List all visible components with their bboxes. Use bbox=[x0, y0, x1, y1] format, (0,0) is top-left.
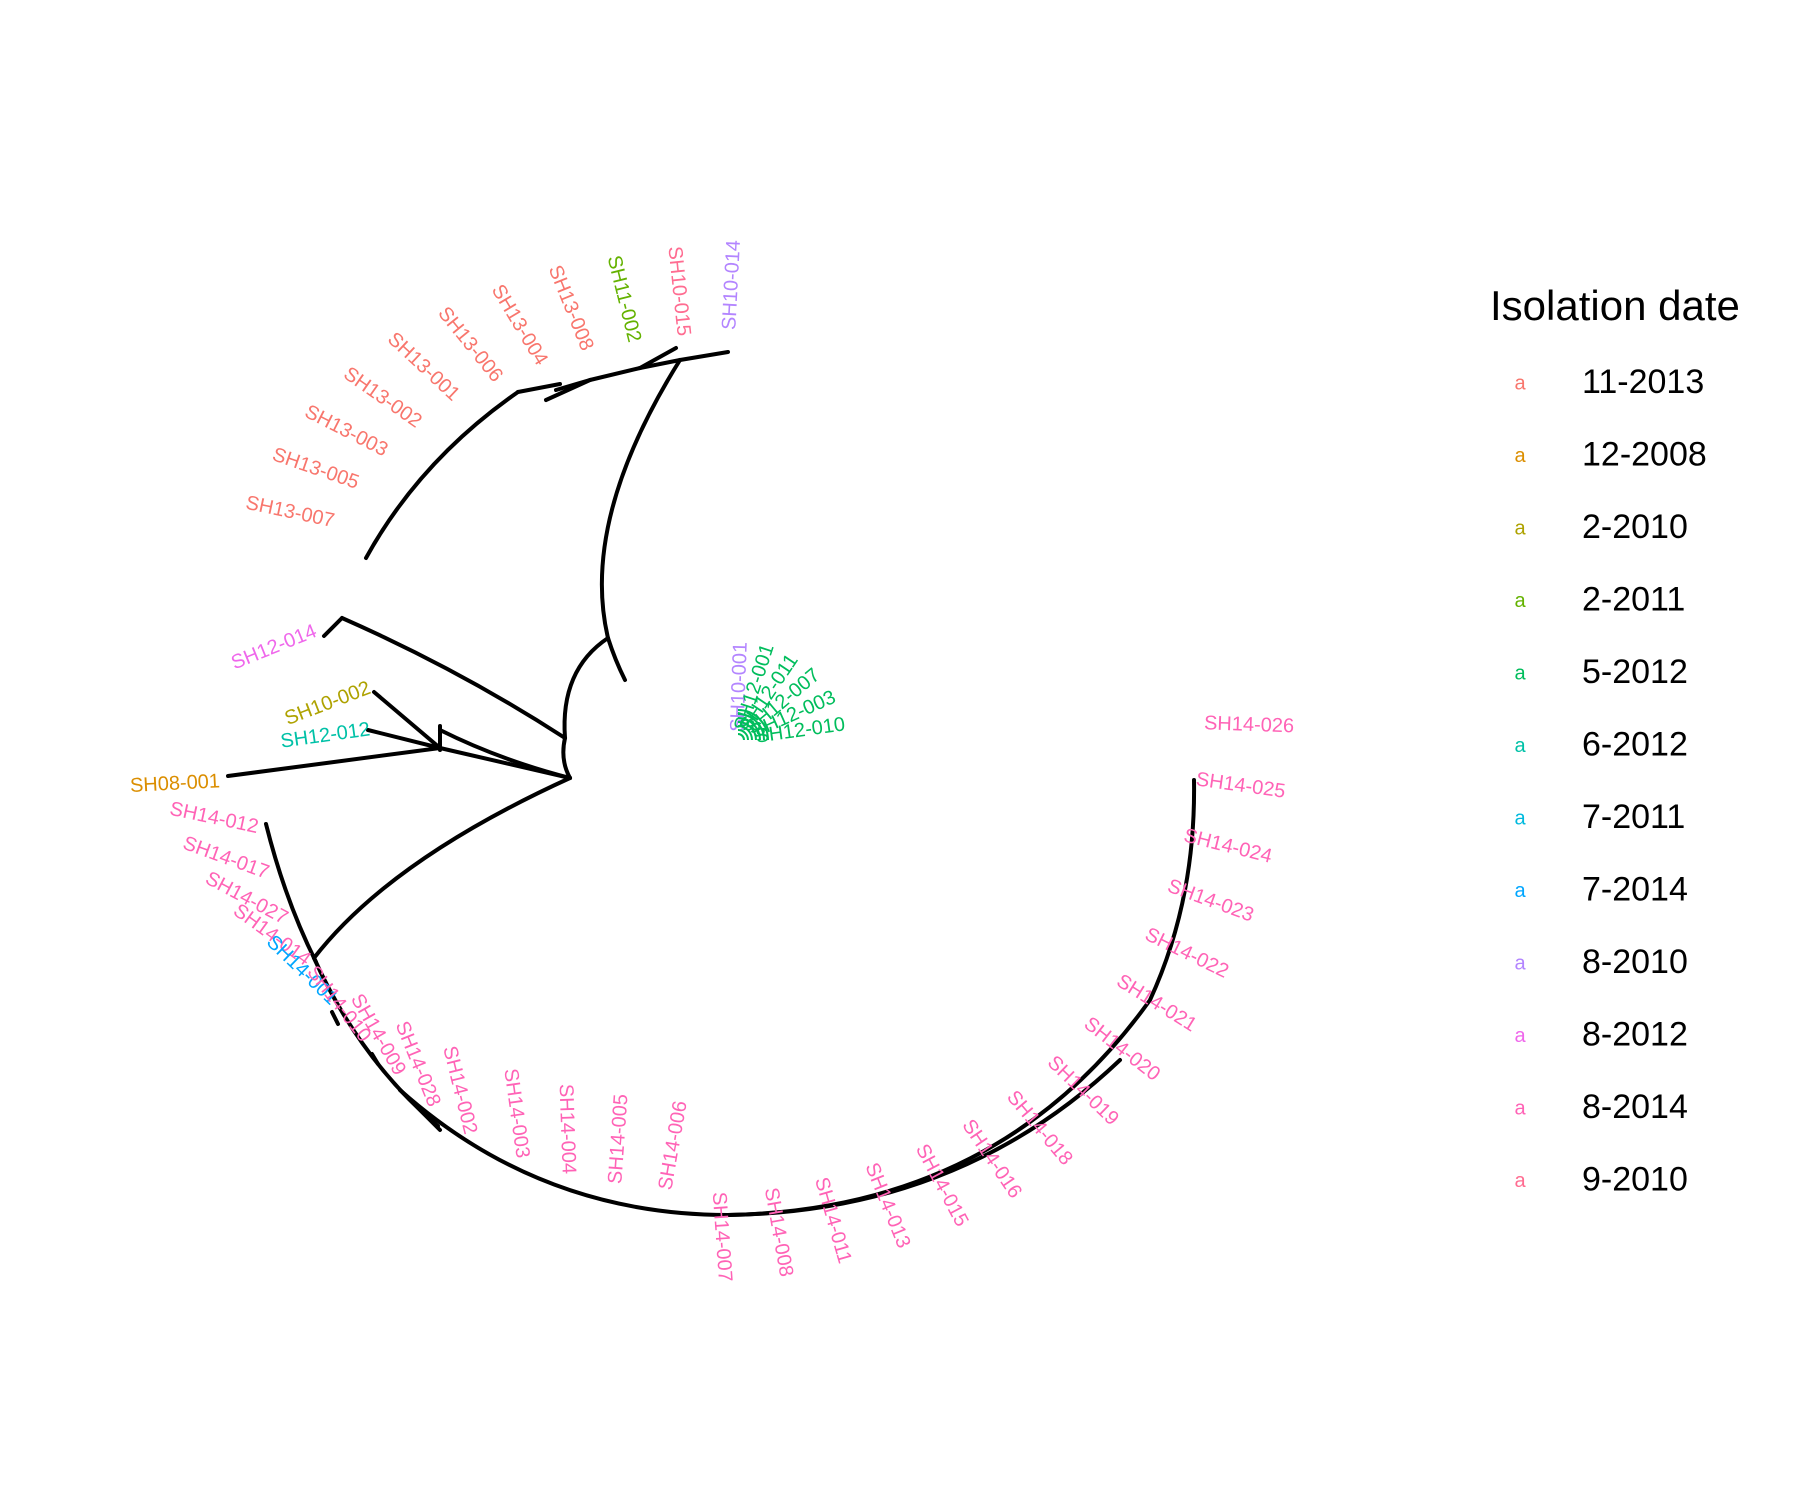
branch bbox=[312, 776, 572, 960]
tip-label: SH14-024 bbox=[1182, 825, 1275, 868]
legend-key: a bbox=[1514, 1097, 1526, 1119]
collapsed-cluster: SH10-001SH12-001SH12-011SH12-007SH12-003… bbox=[727, 641, 847, 747]
legend-label: 8-2014 bbox=[1582, 1088, 1688, 1126]
legend-label: 8-2012 bbox=[1582, 1015, 1688, 1053]
tip-label: SH14-008 bbox=[760, 1186, 797, 1279]
legend-label: 2-2011 bbox=[1582, 580, 1685, 618]
cluster-arc bbox=[737, 721, 757, 741]
legend-label: 2-2010 bbox=[1582, 508, 1688, 546]
branch bbox=[398, 778, 1197, 1218]
tip-label: SH14-005 bbox=[604, 1093, 632, 1184]
legend-key: a bbox=[1514, 735, 1526, 757]
tip-label: SH08-001 bbox=[129, 770, 220, 797]
legend-label: 6-2012 bbox=[1582, 725, 1688, 763]
tip-label: SH11-002 bbox=[603, 253, 646, 344]
legend-key: a bbox=[1514, 590, 1526, 612]
branch bbox=[330, 1010, 340, 1026]
tip-label: SH13-004 bbox=[487, 281, 552, 370]
branch bbox=[588, 366, 642, 382]
tip-label: SH10-014 bbox=[718, 239, 745, 330]
tip-label: SH12-014 bbox=[228, 620, 320, 674]
cluster-arc bbox=[737, 709, 769, 741]
legend-key: a bbox=[1514, 662, 1526, 684]
branch bbox=[544, 378, 592, 402]
legend-key: a bbox=[1514, 1025, 1526, 1047]
branch bbox=[726, 1058, 1122, 1217]
tip-label: SH14-025 bbox=[1195, 768, 1287, 802]
cluster-arc bbox=[737, 725, 753, 741]
branch bbox=[599, 358, 682, 640]
tip-label: SH14-013 bbox=[860, 1160, 914, 1252]
legend: Isolation date a 11-2013 a 12-2008 a 2-2010 a 2… bbox=[1490, 282, 1740, 1198]
legend-key: a bbox=[1514, 517, 1526, 539]
legend-key: a bbox=[1514, 952, 1526, 974]
legend-key: a bbox=[1514, 880, 1526, 902]
branch bbox=[364, 390, 520, 560]
tip-label: SH13-005 bbox=[269, 444, 361, 494]
tip-label: SH14-015 bbox=[911, 1140, 973, 1230]
cluster-arc bbox=[737, 733, 745, 741]
cluster-arc bbox=[737, 729, 749, 741]
tip-labels: SH10-014 SH10-015 SH11-002SH13-008SH13-004… bbox=[129, 239, 1294, 1282]
tip-label: SH14-022 bbox=[1141, 923, 1232, 982]
branch bbox=[370, 1052, 380, 1066]
legend-label: 7-2011 bbox=[1582, 798, 1685, 836]
tip-label: SH14-020 bbox=[1080, 1013, 1165, 1086]
branch bbox=[366, 728, 442, 750]
branch bbox=[678, 350, 730, 362]
legend-label: 7-2014 bbox=[1582, 870, 1688, 908]
legend-label: 8-2010 bbox=[1582, 943, 1688, 981]
tip-label: SH14-004 bbox=[555, 1084, 580, 1175]
branch bbox=[372, 690, 442, 750]
legend-key: a bbox=[1514, 445, 1526, 467]
branch bbox=[516, 382, 562, 394]
legend-key: a bbox=[1514, 372, 1526, 394]
branch bbox=[322, 616, 344, 638]
tip-label: SH14-011 bbox=[810, 1175, 856, 1266]
legend-label: 11-2013 bbox=[1582, 363, 1704, 401]
tip-label: SH14-019 bbox=[1043, 1052, 1123, 1130]
tip-label: SH14-018 bbox=[1002, 1086, 1077, 1169]
legend-key: a bbox=[1514, 807, 1526, 829]
tip-label: SH13-007 bbox=[244, 492, 337, 532]
legend-label: 12-2008 bbox=[1582, 435, 1707, 473]
legend-title: Isolation date bbox=[1490, 282, 1740, 329]
branch bbox=[638, 358, 682, 370]
branch bbox=[638, 346, 678, 370]
branch bbox=[438, 728, 572, 780]
tree-branches bbox=[226, 346, 1197, 1218]
branch bbox=[264, 822, 318, 964]
legend-label: 5-2012 bbox=[1582, 653, 1688, 691]
cluster-arc bbox=[737, 717, 761, 741]
tip-label: SH14-006 bbox=[654, 1099, 691, 1192]
branch bbox=[606, 636, 627, 682]
tip-label: SH14-026 bbox=[1204, 712, 1295, 737]
branch bbox=[226, 746, 442, 778]
legend-label: 9-2010 bbox=[1582, 1160, 1688, 1198]
tip-label: SH14-002 bbox=[438, 1044, 481, 1137]
tip-label: SH13-008 bbox=[544, 262, 598, 354]
tip-label: SH14-012 bbox=[168, 798, 261, 838]
tip-label: SH13-003 bbox=[301, 401, 391, 461]
branch bbox=[562, 636, 610, 740]
cluster-arc bbox=[737, 713, 765, 741]
tip-label: SH10-015 bbox=[663, 245, 694, 337]
legend-key: a bbox=[1514, 1170, 1526, 1192]
branch bbox=[340, 616, 567, 740]
tip-label: SH14-007 bbox=[708, 1191, 736, 1282]
branch bbox=[561, 736, 572, 780]
tip-label: SH14-003 bbox=[499, 1067, 533, 1159]
